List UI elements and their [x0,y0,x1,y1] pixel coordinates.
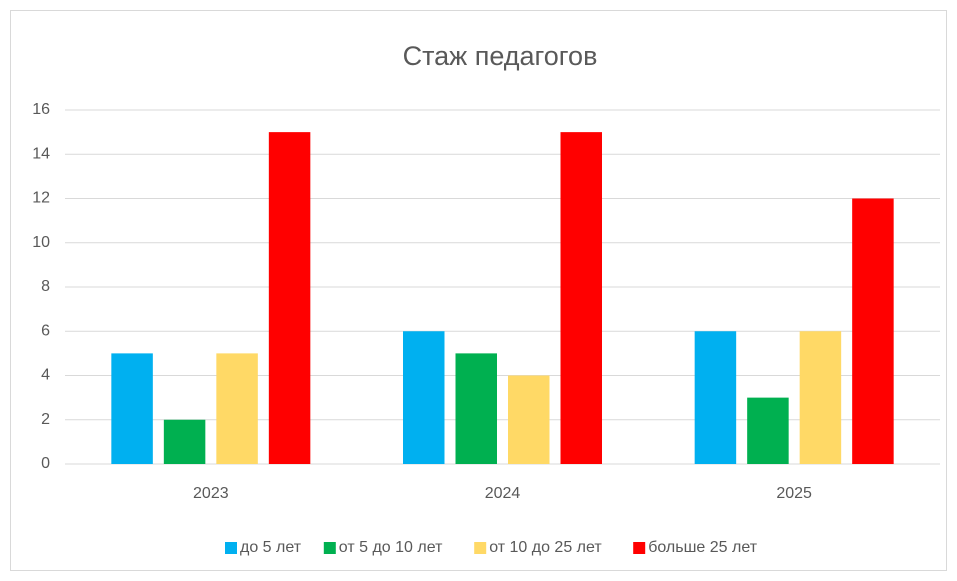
bar [111,353,153,464]
bar [747,397,789,464]
y-tick-label: 0 [41,455,50,472]
bar [694,331,737,464]
bar [560,132,602,464]
bar [852,198,894,464]
bar [455,353,497,464]
legend-swatch [323,542,336,554]
chart-title: Стаж педагогов [403,41,598,71]
y-tick-label: 16 [32,101,50,118]
x-tick-label: 2025 [776,485,812,502]
legend-label: до 5 лет [240,539,302,556]
y-tick-label: 2 [41,411,50,428]
y-tick-label: 14 [32,145,50,162]
y-tick-label: 10 [32,234,50,251]
x-tick-label: 2023 [193,485,229,502]
bar [799,331,842,464]
legend-swatch [633,542,646,554]
y-tick-label: 6 [41,322,50,339]
x-tick-label: 2024 [485,485,521,502]
y-tick-label: 8 [41,278,50,295]
legend-label: от 10 до 25 лет [489,539,602,556]
chart-border [10,10,947,571]
legend-swatch [474,542,487,554]
y-tick-label: 12 [32,190,50,207]
y-tick-label: 4 [41,367,50,384]
bar [403,331,445,464]
bar [163,419,206,464]
legend-label: больше 25 лет [648,539,758,556]
legend-label: от 5 до 10 лет [339,539,443,556]
bar [216,353,258,464]
bar [508,375,550,464]
legend-swatch [225,542,237,554]
bar [268,132,311,464]
